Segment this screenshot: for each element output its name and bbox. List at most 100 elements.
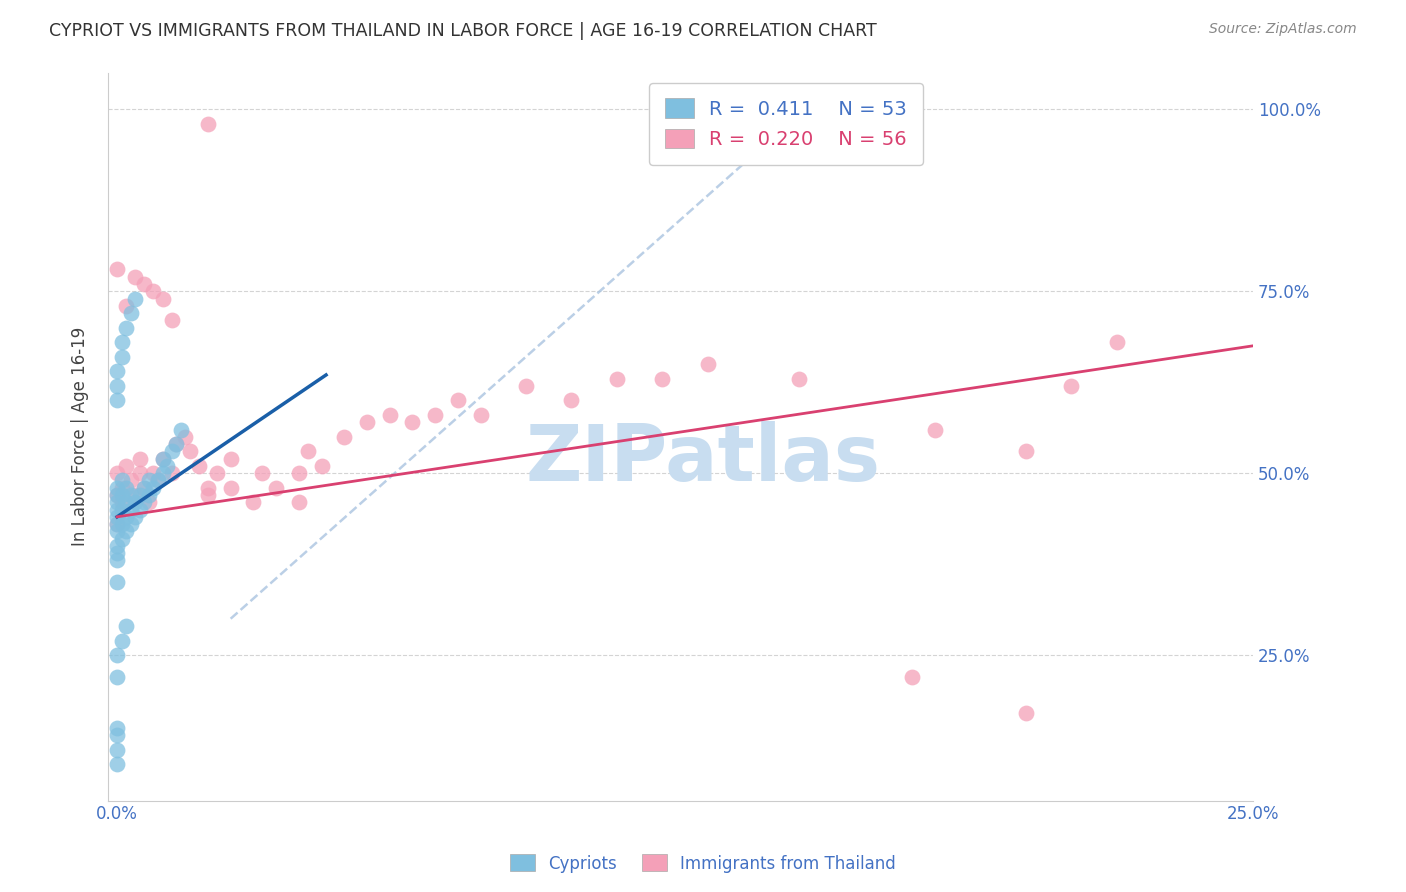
Point [165,437,187,451]
Point [120,517,142,532]
Point [111,474,134,488]
Point [105,517,128,532]
Point [197,488,219,502]
Point [134,495,156,509]
Point [105,546,128,560]
Point [105,524,128,539]
Point [128,502,150,516]
Point [1015,444,1038,458]
Point [111,335,134,350]
Point [105,553,128,567]
Point [105,393,128,408]
Point [111,350,134,364]
Point [111,495,134,509]
Point [152,292,174,306]
Point [105,488,128,502]
Point [105,495,128,509]
Point [187,458,209,473]
Point [128,466,150,480]
Point [787,371,810,385]
Point [142,466,165,480]
Point [288,495,311,509]
Point [111,633,134,648]
Point [197,117,219,131]
Point [378,408,401,422]
Point [152,466,174,480]
Point [111,517,134,532]
Text: ZIPatlas: ZIPatlas [526,421,880,497]
Point [124,269,146,284]
Point [1060,379,1083,393]
Point [120,474,142,488]
Point [423,408,446,422]
Point [156,458,179,473]
Point [115,509,138,524]
Legend: Cypriots, Immigrants from Thailand: Cypriots, Immigrants from Thailand [503,847,903,880]
Point [105,648,128,662]
Point [134,277,156,291]
Point [160,313,183,327]
Point [924,423,946,437]
Point [311,458,333,473]
Point [142,481,165,495]
Point [111,481,134,495]
Point [264,481,287,495]
Point [120,488,142,502]
Point [105,539,128,553]
Point [560,393,582,408]
Point [152,451,174,466]
Point [115,458,138,473]
Point [174,430,197,444]
Point [105,364,128,378]
Point [401,415,423,429]
Point [115,619,138,633]
Point [515,379,537,393]
Point [105,466,128,480]
Point [111,532,134,546]
Point [124,495,146,509]
Point [115,481,138,495]
Point [142,285,165,299]
Point [651,371,673,385]
Point [138,474,160,488]
Point [219,451,242,466]
Point [134,481,156,495]
Point [105,721,128,735]
Point [146,474,169,488]
Point [111,488,134,502]
Legend: R =  0.411    N = 53, R =  0.220    N = 56: R = 0.411 N = 53, R = 0.220 N = 56 [650,83,922,165]
Point [115,299,138,313]
Point [242,495,264,509]
Point [124,292,146,306]
Point [696,357,718,371]
Point [170,423,193,437]
Point [105,502,128,516]
Point [105,742,128,756]
Point [197,481,219,495]
Point [1105,335,1128,350]
Point [606,371,628,385]
Text: Source: ZipAtlas.com: Source: ZipAtlas.com [1209,22,1357,37]
Point [297,444,319,458]
Point [288,466,311,480]
Y-axis label: In Labor Force | Age 16-19: In Labor Force | Age 16-19 [72,327,89,547]
Point [115,320,138,334]
Point [165,437,187,451]
Point [124,488,146,502]
Point [160,466,183,480]
Point [105,481,128,495]
Point [128,451,150,466]
Point [120,502,142,516]
Point [470,408,492,422]
Point [219,481,242,495]
Point [128,488,150,502]
Point [115,524,138,539]
Point [105,728,128,742]
Point [138,495,160,509]
Point [105,670,128,684]
Point [105,488,128,502]
Point [901,670,924,684]
Point [333,430,356,444]
Point [120,306,142,320]
Point [105,262,128,277]
